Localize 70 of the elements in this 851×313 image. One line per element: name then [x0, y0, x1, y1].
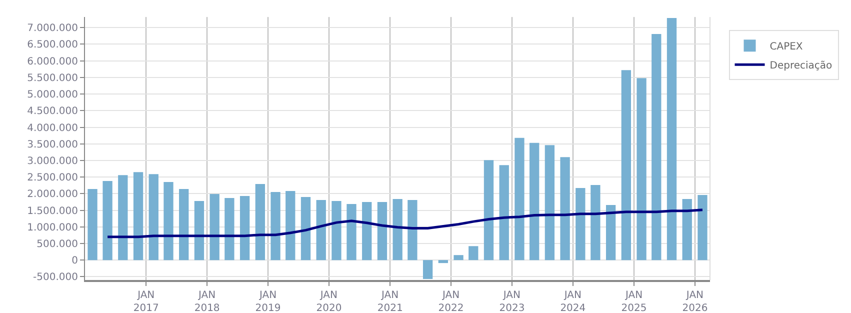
bar	[422, 260, 433, 279]
y-tick-label: 7.000.000	[27, 23, 78, 34]
bar	[666, 18, 677, 260]
bar	[636, 78, 646, 260]
y-tick-label: 5.000.000	[27, 90, 78, 101]
bar	[300, 196, 311, 260]
bar	[560, 157, 570, 260]
bar	[377, 202, 388, 260]
bar	[544, 145, 555, 260]
y-tick-label: 5.500.000	[27, 72, 78, 84]
x-tick-label: JAN 2022	[438, 290, 464, 313]
bar	[224, 198, 234, 260]
y-tick-label: 6.500.000	[27, 40, 78, 51]
line-series	[106, 208, 704, 238]
bar	[514, 138, 524, 260]
y-tick-label: 1.500.000	[27, 206, 78, 217]
bar	[362, 202, 372, 260]
y-tick-label: 0	[72, 256, 78, 267]
legend-label: CAPEX	[770, 42, 803, 53]
x-tick-label: JAN 2023	[499, 290, 525, 313]
bar	[590, 185, 600, 260]
y-tick-label: 2.000.000	[27, 189, 78, 200]
y-tick-label: 3.000.000	[27, 156, 78, 167]
bar	[332, 200, 342, 260]
bar	[316, 200, 326, 260]
x-tick-label: JAN 2025	[621, 290, 647, 313]
bar	[682, 198, 692, 260]
bar	[179, 189, 189, 260]
y-tick-label: 500.000	[36, 238, 78, 250]
bar	[392, 198, 402, 260]
bar	[346, 204, 356, 260]
bar	[240, 196, 250, 260]
bar	[468, 246, 478, 260]
bar	[133, 172, 144, 260]
y-tick-label: 4.000.000	[27, 122, 78, 134]
bar	[102, 181, 112, 260]
bar	[606, 204, 616, 260]
y-tick-label: 3.500.000	[27, 139, 78, 150]
legend-label: Depreciação	[770, 60, 832, 72]
bar	[499, 165, 509, 260]
bar	[148, 174, 158, 260]
bar	[118, 175, 128, 260]
bar	[454, 255, 464, 260]
bar	[652, 34, 662, 260]
bar	[210, 194, 220, 260]
x-tick-label: JAN 2020	[316, 290, 342, 313]
bar	[698, 194, 708, 260]
y-tick-label: 2.500.000	[27, 172, 78, 184]
bar	[164, 182, 174, 260]
x-tick-label: JAN 2024	[560, 290, 586, 313]
bar	[194, 200, 204, 260]
bar	[484, 160, 494, 260]
bar	[530, 142, 540, 260]
bar	[438, 260, 448, 264]
x-tick-label: JAN 2017	[133, 290, 159, 313]
bar	[576, 188, 586, 260]
y-tick-label: 6.000.000	[27, 56, 78, 68]
x-tick-label: JAN 2018	[194, 290, 220, 313]
bar	[621, 70, 632, 260]
x-tick-label: JAN 2026	[682, 290, 708, 313]
bar	[88, 189, 98, 260]
bar	[270, 192, 280, 260]
bar	[286, 191, 296, 260]
bar	[408, 200, 418, 260]
x-tick-label: JAN 2021	[377, 290, 403, 313]
y-tick-label: 1.000.000	[27, 222, 78, 234]
y-tick-label: -500.000	[33, 272, 78, 284]
x-tick-label: JAN 2019	[255, 290, 281, 313]
bar	[255, 184, 265, 260]
y-tick-label: 4.500.000	[27, 106, 78, 118]
